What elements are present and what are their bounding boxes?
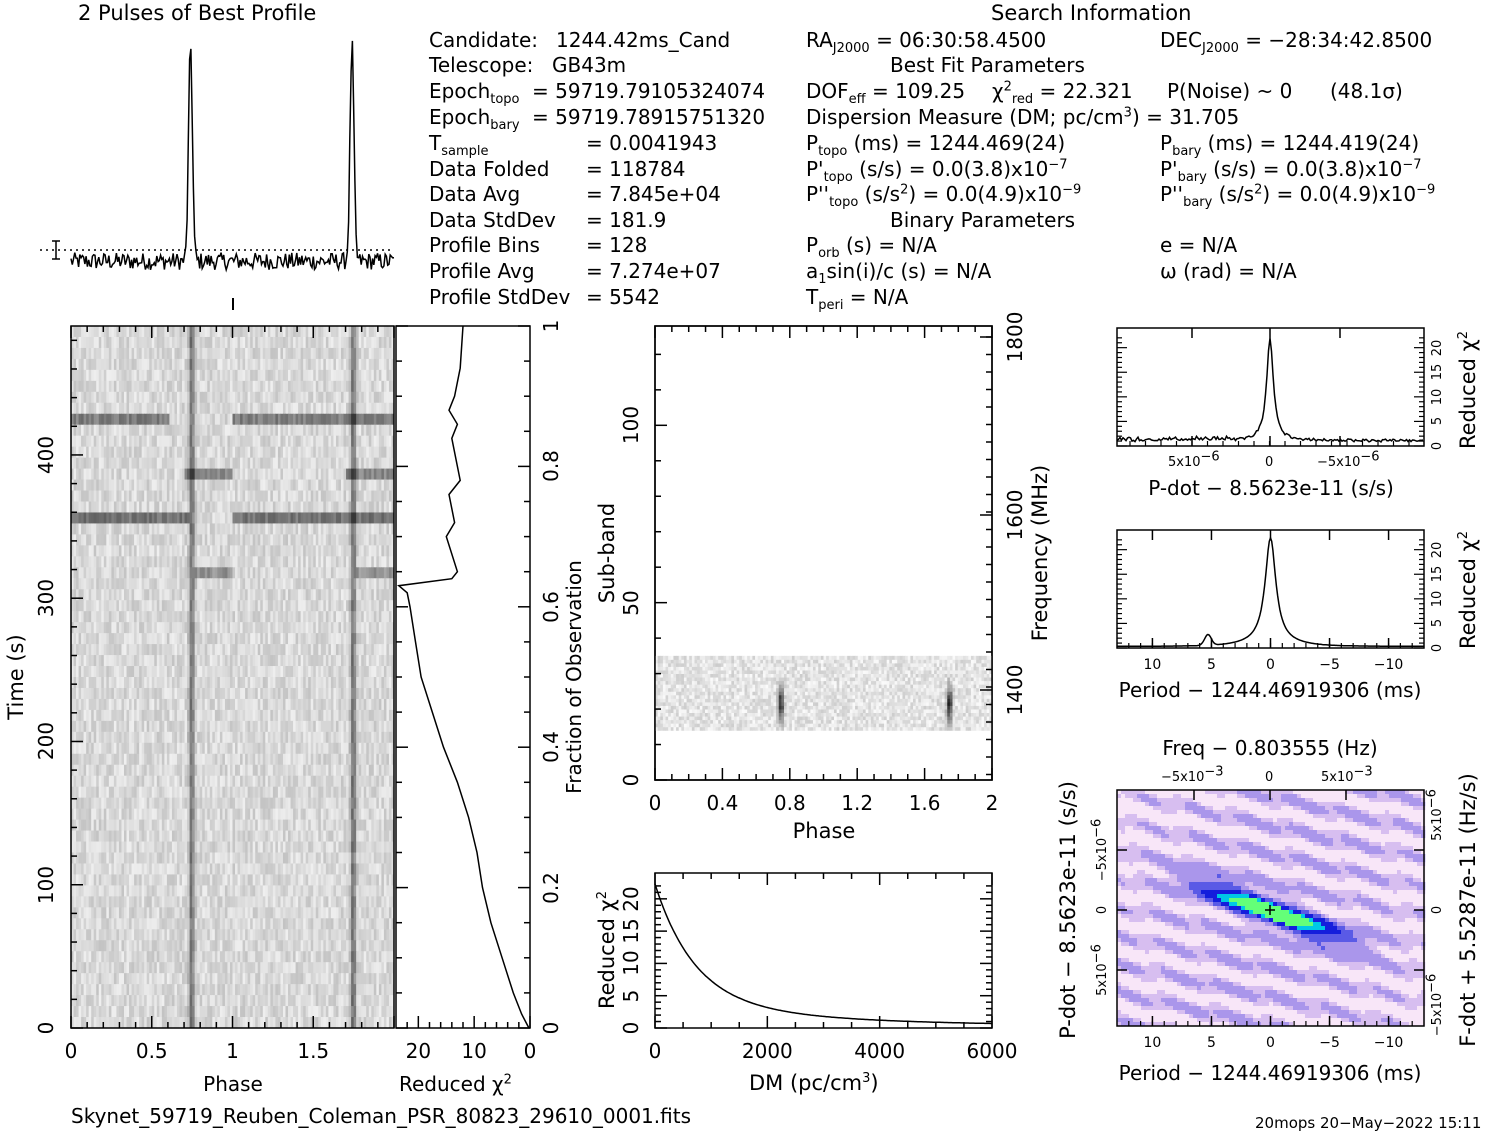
pulse-profile-plot <box>40 41 394 310</box>
time-phase-plot <box>71 326 395 1029</box>
profile-line <box>71 41 394 270</box>
